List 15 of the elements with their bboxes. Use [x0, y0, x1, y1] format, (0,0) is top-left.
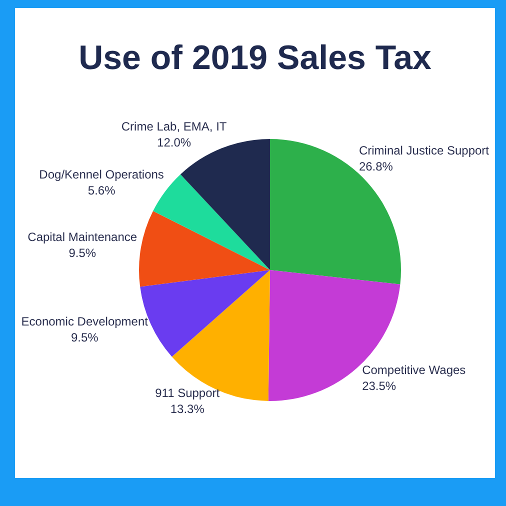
slice-label: 911 Support — [155, 386, 220, 400]
data-label: 26.8% — [358, 160, 394, 174]
data-label: 9.5% — [70, 330, 99, 344]
data-label: 13.3% — [170, 402, 205, 416]
slice-label: Competitive Wages — [362, 362, 466, 377]
data-label: 12.0% — [157, 135, 192, 150]
chart-title: Use of 2019 Sales Tax — [78, 38, 432, 78]
slice-label: Dog/Kennel Operations — [39, 167, 164, 182]
slice-label: Criminal Justice Support — [358, 144, 490, 158]
slice-label: Capital Maintenance — [28, 230, 138, 244]
slice-label: Crime Lab, EMA, IT — [121, 119, 228, 134]
data-label: 9.5% — [68, 246, 96, 260]
data-label: 5.6% — [88, 183, 116, 198]
data-label: 23.5% — [362, 378, 396, 393]
slice-label: Economic Development — [21, 314, 149, 328]
